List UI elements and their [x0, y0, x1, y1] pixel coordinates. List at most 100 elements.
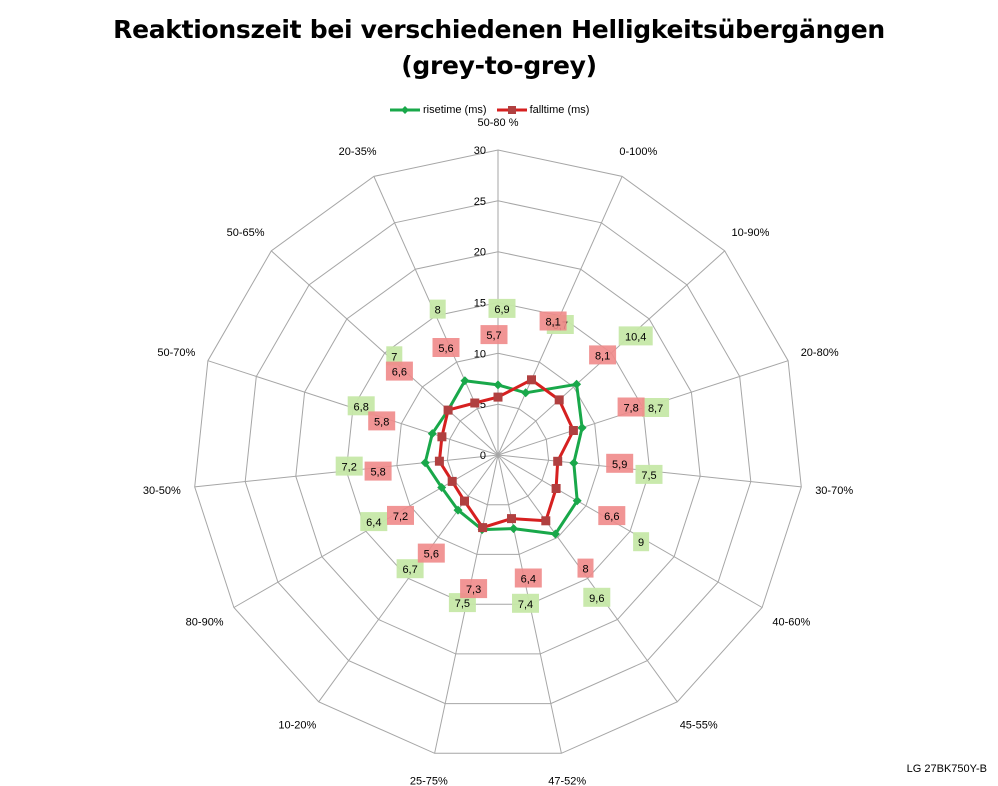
data-label-bg — [480, 325, 508, 345]
data-label-bg — [347, 396, 375, 416]
data-label-text: 9,6 — [589, 593, 604, 605]
data-label-bg — [618, 326, 653, 346]
falltime-data-label: 5,9 — [606, 453, 634, 473]
tick-label: 25 — [474, 196, 486, 208]
data-label-text: 7,8 — [623, 403, 638, 415]
risetime-point — [509, 524, 519, 534]
chart-title: Reaktionszeit bei verschiedenen Helligke… — [0, 12, 998, 85]
data-label-bg — [512, 593, 539, 613]
falltime-data-label: 5,6 — [417, 543, 445, 563]
falltime-data-label: 7,8 — [617, 397, 645, 417]
tick-label: 10 — [474, 348, 486, 360]
data-label-bg — [385, 361, 413, 381]
grid-spoke — [497, 454, 763, 608]
grid-ring-15 — [345, 301, 651, 605]
falltime-data-label: 6,6 — [598, 506, 626, 526]
category-labels: 50-80 % 0-100% 10-90% 20-80% 30-70% 40-60% 45-… — [143, 117, 853, 786]
data-label-text: 6,9 — [494, 304, 509, 316]
risetime-data-label: 8 — [429, 299, 446, 319]
category-label: 45-55% — [680, 719, 718, 731]
data-label-bg — [429, 299, 446, 319]
falltime-point — [443, 405, 453, 415]
legend-item-risetime: risetime (ms) — [390, 104, 487, 116]
legend-item-falltime: falltime (ms) — [496, 104, 589, 116]
chart-title-line1: Reaktionszeit bei verschiedenen Helligke… — [113, 15, 885, 44]
risetime-data-label: 8,7 — [642, 398, 670, 417]
category-label: 25-75% — [410, 776, 448, 786]
falltime-point — [554, 395, 564, 405]
data-label-bg — [539, 311, 567, 331]
falltime-point — [527, 375, 536, 385]
data-label-text: 7,2 — [393, 511, 408, 523]
falltime-data-label: 8 — [577, 558, 594, 578]
data-label-text: 6,6 — [392, 367, 407, 379]
model-label: LG 27BK750Y-B — [906, 763, 987, 775]
category-label: 47-52% — [548, 776, 586, 786]
tick-label: 30 — [474, 145, 486, 157]
data-label-bg — [642, 398, 670, 417]
falltime-point — [447, 476, 457, 486]
series-line-falltime — [437, 378, 575, 530]
category-label: 80-90% — [186, 617, 224, 629]
data-label-bg — [633, 532, 650, 552]
risetime-point — [437, 483, 447, 492]
falltime-data-label: 6,6 — [385, 361, 413, 381]
falltime-point — [437, 432, 447, 442]
data-label-text: 6,8 — [354, 401, 369, 413]
data-label-bg — [335, 456, 363, 476]
data-label-bg — [460, 579, 488, 599]
risetime-data-label: 9 — [633, 532, 650, 552]
risetime-point — [572, 379, 582, 389]
data-label-text: 7,5 — [641, 470, 656, 482]
data-label-bg — [396, 559, 424, 579]
data-label-text: 5,9 — [612, 459, 627, 471]
grid-ring-20 — [295, 251, 701, 655]
risetime-data-label: 7,2 — [335, 456, 363, 476]
risetime-data-label: 7,5 — [635, 464, 663, 484]
falltime-point — [493, 392, 503, 402]
data-label-text: 7,4 — [518, 599, 533, 611]
data-label-text: 5,8 — [374, 416, 389, 428]
data-label-text: 5,8 — [370, 467, 385, 479]
series-line-risetime — [423, 379, 584, 536]
data-label-text: 7 — [391, 351, 397, 363]
tick-label: 5 — [480, 399, 486, 411]
risetime-data-label: 6,4 — [360, 512, 388, 532]
falltime-data-label: 7,2 — [387, 505, 414, 525]
risetime-point — [572, 496, 582, 506]
grid-ring-10 — [396, 352, 600, 555]
risetime-data-label: 7,4 — [512, 593, 539, 613]
data-label-text: 10,4 — [625, 331, 646, 343]
data-label-bg — [387, 505, 414, 525]
risetime-point — [577, 423, 587, 433]
falltime-point — [507, 514, 516, 524]
risetime-data-label: 6,9 — [488, 298, 516, 318]
data-label-text: 6,4 — [521, 574, 536, 586]
data-label-text: 8,1 — [595, 350, 610, 362]
grid-spoke — [270, 250, 499, 456]
tick-label: 0 — [480, 450, 486, 462]
risetime-point — [550, 529, 560, 539]
data-label-text: 9 — [638, 537, 644, 549]
category-label: 10-90% — [732, 227, 770, 239]
risetime-point — [453, 505, 463, 515]
falltime-point — [470, 398, 480, 408]
data-label-bg — [589, 345, 617, 365]
falltime-data-label: 8,1 — [589, 345, 617, 365]
risetime-point — [521, 388, 531, 398]
data-label-text: 5,7 — [486, 330, 501, 342]
risetime-point — [569, 458, 579, 468]
data-label-bg — [617, 397, 645, 417]
falltime-point — [541, 516, 551, 526]
data-label-bg — [360, 512, 388, 532]
falltime-point — [460, 496, 469, 506]
risetime-data-label: 7 — [386, 346, 403, 366]
radial-axis-ticks: 0 5 10 15 20 25 30 — [474, 145, 486, 462]
category-label: 30-70% — [815, 485, 853, 497]
falltime-point — [551, 484, 561, 493]
data-label-bg — [635, 464, 663, 484]
data-label-bg — [577, 558, 594, 578]
grid-spoke — [318, 454, 499, 703]
tick-label: 15 — [474, 298, 486, 310]
data-label-bg — [368, 411, 396, 431]
